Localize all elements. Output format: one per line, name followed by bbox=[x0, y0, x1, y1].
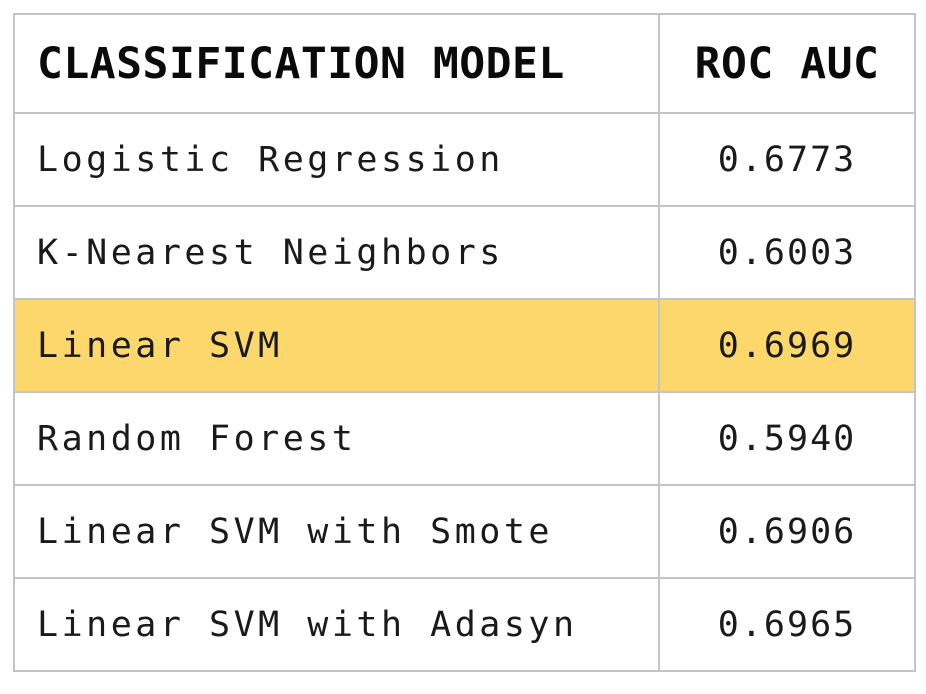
results-table: CLASSIFICATION MODEL ROC AUC Logistic Re… bbox=[13, 13, 916, 672]
model-name-cell: Linear SVM bbox=[13, 298, 660, 393]
model-name-cell: Linear SVM with Smote bbox=[13, 484, 660, 579]
roc-auc-cell: 0.6969 bbox=[658, 298, 916, 393]
table-row: K-Nearest Neighbors 0.6003 bbox=[13, 205, 916, 300]
roc-auc-cell: 0.6003 bbox=[658, 205, 916, 300]
table-header-row: CLASSIFICATION MODEL ROC AUC bbox=[13, 13, 916, 114]
roc-auc-cell: 0.5940 bbox=[658, 391, 916, 486]
table-row: Logistic Regression 0.6773 bbox=[13, 112, 916, 207]
table-row-highlighted: Linear SVM 0.6969 bbox=[13, 298, 916, 393]
roc-auc-cell: 0.6773 bbox=[658, 112, 916, 207]
table-row: Random Forest 0.5940 bbox=[13, 391, 916, 486]
model-name-cell: K-Nearest Neighbors bbox=[13, 205, 660, 300]
column-header-roc-auc: ROC AUC bbox=[658, 13, 916, 114]
model-name-cell: Linear SVM with Adasyn bbox=[13, 577, 660, 672]
table-row: Linear SVM with Smote 0.6906 bbox=[13, 484, 916, 579]
model-name-cell: Random Forest bbox=[13, 391, 660, 486]
model-name-cell: Logistic Regression bbox=[13, 112, 660, 207]
column-header-model: CLASSIFICATION MODEL bbox=[13, 13, 660, 114]
roc-auc-cell: 0.6906 bbox=[658, 484, 916, 579]
roc-auc-cell: 0.6965 bbox=[658, 577, 916, 672]
table-row: Linear SVM with Adasyn 0.6965 bbox=[13, 577, 916, 672]
